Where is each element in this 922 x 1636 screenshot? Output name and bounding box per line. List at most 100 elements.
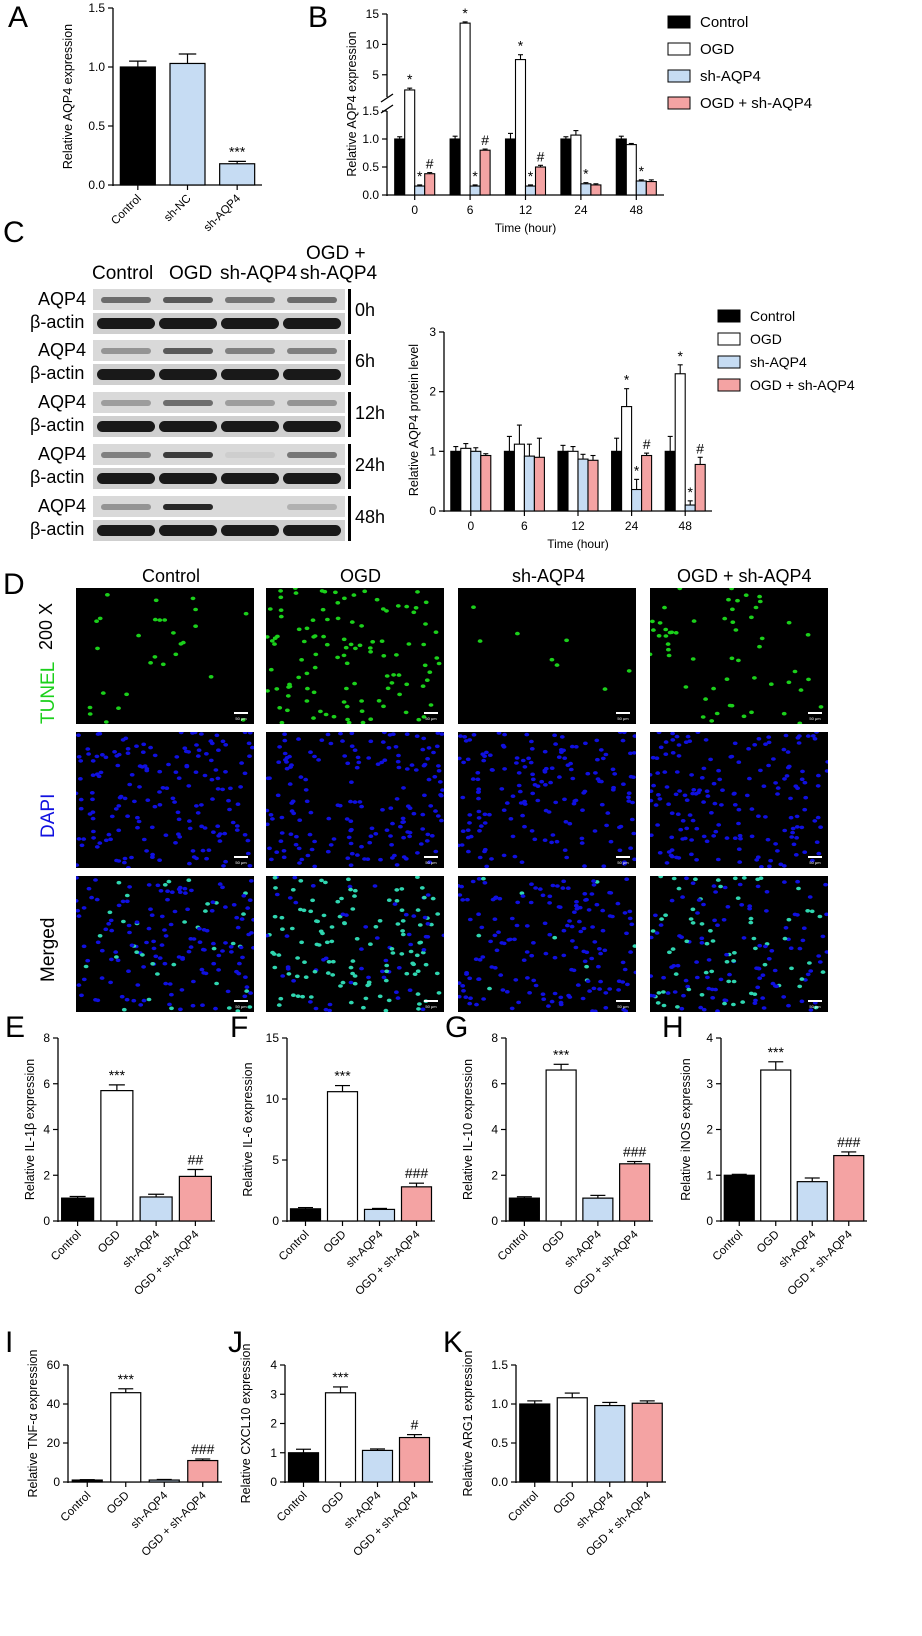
y-tick-label-E: 6	[43, 1077, 50, 1091]
aqp4-band	[163, 400, 213, 406]
nucleus	[163, 833, 169, 837]
nucleus	[710, 996, 716, 1000]
nucleus	[367, 646, 373, 650]
nucleus	[144, 849, 149, 853]
panel-letter-c: C	[3, 216, 25, 249]
nucleus	[282, 732, 287, 736]
nucleus	[658, 923, 664, 927]
nucleus	[202, 826, 208, 830]
nucleus	[429, 834, 435, 838]
nucleus	[575, 983, 581, 987]
beta-actin-band	[221, 369, 279, 380]
blot-label-aqp4: AQP4	[38, 340, 87, 360]
nucleus	[459, 843, 465, 847]
x-tick-label-E: OGD	[96, 1229, 123, 1256]
micrograph-merged-3: 50 μm	[458, 876, 636, 1012]
nucleus	[433, 849, 439, 854]
blot-strip-aqp4	[93, 496, 345, 517]
bar-C-ogd	[621, 406, 633, 512]
nucleus	[628, 774, 634, 779]
nucleus	[726, 979, 732, 984]
micrograph-nuclei: 50 μm	[266, 588, 442, 724]
bar-C-ogd	[674, 373, 686, 512]
nucleus	[489, 857, 494, 861]
x-tick-label-C: 6	[521, 519, 528, 533]
bar-C-sh-aqp4	[523, 455, 535, 512]
aqp4-band	[225, 504, 275, 510]
nucleus	[204, 928, 210, 933]
nucleus	[146, 883, 152, 887]
nucleus	[529, 739, 534, 744]
nucleus	[705, 794, 711, 798]
nucleus	[797, 946, 803, 951]
nucleus	[704, 789, 710, 793]
x-tick-label-K: OGD	[551, 1490, 578, 1517]
significance-mark-H: ###	[837, 1134, 861, 1150]
nucleus	[686, 987, 692, 992]
x-tick-label-G: OGD + sh-AQP4	[571, 1228, 641, 1298]
nucleus	[384, 674, 390, 678]
nucleus	[684, 939, 690, 944]
nucleus	[473, 957, 479, 961]
micrograph-nuclei: 50 μm	[650, 876, 828, 1012]
nucleus	[568, 767, 574, 772]
nucleus	[186, 784, 192, 788]
nucleus	[124, 893, 130, 898]
nucleus	[415, 590, 420, 594]
nucleus	[217, 882, 223, 886]
nucleus	[465, 835, 471, 840]
nucleus	[752, 1001, 758, 1005]
micro-col-ogd: OGD	[340, 566, 382, 586]
nucleus	[350, 971, 355, 976]
y-tick-label-A: 1.5	[88, 1, 105, 15]
nucleus	[400, 932, 406, 937]
nucleus	[312, 864, 318, 868]
nucleus	[577, 905, 583, 910]
nucleus	[415, 969, 421, 973]
nucleus	[146, 926, 152, 931]
nucleus	[210, 797, 215, 801]
nucleus	[269, 639, 275, 643]
nucleus	[281, 849, 287, 853]
blot-time-label: 0h	[355, 300, 376, 320]
nucleus	[549, 999, 555, 1004]
nucleus	[607, 987, 613, 991]
nucleus	[650, 619, 655, 624]
nucleus	[148, 661, 153, 665]
nucleus	[307, 832, 313, 837]
nucleus	[654, 756, 660, 760]
blot-time-bracket	[348, 444, 351, 489]
nucleus	[435, 732, 441, 735]
nucleus	[632, 734, 636, 738]
nucleus	[359, 844, 364, 849]
nucleus	[274, 892, 280, 897]
nucleus	[792, 912, 798, 917]
nucleus	[675, 963, 681, 968]
nucleus	[773, 984, 778, 988]
nucleus	[268, 813, 274, 817]
nucleus	[676, 743, 682, 747]
nucleus	[357, 643, 363, 648]
nucleus	[146, 997, 152, 1002]
nucleus	[162, 883, 168, 887]
nucleus	[790, 830, 795, 835]
nucleus	[158, 889, 164, 893]
nucleus	[620, 960, 626, 965]
nucleus	[684, 826, 690, 831]
nucleus	[211, 946, 217, 951]
nucleus	[768, 858, 773, 863]
bar-B-control	[449, 138, 461, 196]
nucleus	[98, 770, 104, 775]
nucleus	[423, 622, 428, 626]
aqp4-band	[163, 348, 213, 354]
nucleus	[302, 960, 307, 964]
nucleus	[177, 885, 183, 890]
nucleus	[316, 758, 321, 762]
nucleus	[781, 864, 787, 868]
nucleus	[381, 704, 386, 709]
nucleus	[663, 740, 669, 744]
nucleus	[76, 899, 79, 903]
nucleus	[476, 816, 482, 820]
nucleus	[701, 800, 706, 804]
nucleus	[184, 764, 190, 769]
